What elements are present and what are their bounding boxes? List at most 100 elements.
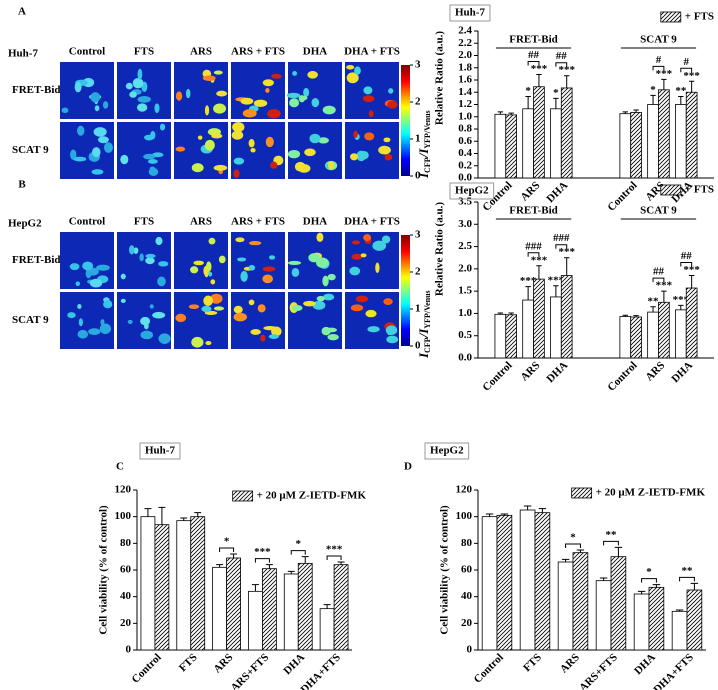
x-tick-label: FTS — [177, 651, 200, 674]
comparison-bracket — [603, 540, 619, 546]
cell — [240, 97, 254, 105]
y-tick-label: 80 — [120, 537, 132, 549]
column-label: ARS — [190, 216, 212, 228]
colorbar-tick-label: 0 — [415, 170, 421, 182]
column-label: ARS — [190, 46, 212, 58]
error-bar — [650, 94, 656, 105]
cell — [309, 133, 321, 144]
bar — [519, 509, 536, 651]
cell — [154, 103, 160, 114]
x-tick-label: FTS — [521, 651, 544, 674]
y-tick-label: 40 — [461, 590, 473, 602]
error-bar — [301, 556, 309, 564]
cell — [362, 95, 375, 103]
cell — [210, 293, 223, 304]
cell — [204, 139, 215, 151]
cell — [328, 161, 335, 170]
error-bar — [633, 315, 639, 317]
cell — [257, 304, 266, 313]
bar — [496, 514, 513, 651]
y-tick-label: 60 — [461, 564, 473, 576]
cell — [191, 336, 204, 348]
error-bar — [497, 312, 504, 315]
cell — [249, 241, 262, 246]
y-tick-label: 20 — [461, 617, 473, 629]
y-tick-label: 2.0 — [458, 49, 472, 61]
comparison-label: ** — [682, 565, 694, 577]
bar — [297, 562, 313, 651]
y-tick-label: 0 — [126, 644, 132, 656]
error-bar — [538, 508, 547, 513]
y-axis-label-part: /I — [416, 148, 431, 159]
comparison-label: * — [224, 536, 230, 548]
cell — [213, 164, 228, 171]
y-axis-label-part: /I — [416, 328, 431, 339]
cell — [388, 88, 394, 94]
cell — [292, 71, 298, 76]
error-bar — [661, 290, 667, 303]
cell — [190, 266, 199, 274]
row-label: FRET-Bid — [12, 84, 61, 96]
cell — [132, 77, 144, 89]
colorbar-tick-label: 1 — [415, 303, 421, 315]
y-tick-label: 0.8 — [458, 123, 472, 135]
column-label: ARS + FTS — [231, 216, 285, 228]
comparison-bracket — [565, 543, 581, 548]
cell — [350, 153, 359, 161]
error-bar — [633, 109, 639, 113]
cell — [368, 110, 374, 118]
comparison-label: # — [683, 56, 689, 68]
error-bar — [622, 111, 628, 114]
significance-mark: *** — [531, 63, 548, 75]
y-tick-label: 60 — [120, 564, 132, 576]
column-label: FTS — [134, 216, 154, 228]
error-bar — [553, 285, 559, 297]
comparison-bracket — [680, 262, 693, 267]
y-tick-label: 3.0 — [458, 218, 472, 230]
cell — [289, 98, 300, 108]
bar — [522, 108, 534, 179]
cell — [322, 105, 336, 115]
bar — [494, 113, 507, 179]
cell — [90, 92, 101, 103]
error-bar — [688, 80, 695, 93]
significance-mark: * — [650, 84, 656, 96]
cell — [292, 305, 303, 312]
legend-label: + FTS — [685, 184, 714, 196]
y-tick-label: 0 — [467, 644, 473, 656]
cell — [262, 79, 274, 87]
bar — [572, 552, 589, 651]
cell-line-label: HepG2 — [8, 218, 42, 230]
bar — [658, 301, 670, 359]
bar — [533, 278, 545, 359]
bar — [647, 104, 659, 179]
cell — [197, 135, 203, 140]
cell — [232, 122, 245, 133]
y-tick-label: 120 — [456, 484, 473, 496]
cell — [152, 311, 166, 319]
cell — [363, 234, 372, 242]
y-tick-label: 1.0 — [458, 110, 472, 122]
bar — [671, 610, 688, 651]
cell — [386, 335, 399, 344]
x-tick-label: DHA — [544, 179, 570, 205]
bar — [248, 590, 263, 651]
y-axis-label-part: I — [416, 352, 431, 359]
error-bar — [564, 257, 570, 276]
x-tick-label: DHA+FTS — [299, 651, 343, 690]
cell — [262, 266, 276, 272]
cell — [92, 147, 101, 158]
error-bar — [614, 546, 623, 557]
cell — [359, 150, 369, 160]
bar — [557, 561, 574, 651]
cell — [73, 156, 87, 162]
cell — [213, 306, 225, 311]
colorbar-tick-label: 3 — [415, 229, 421, 241]
comparison-bracket — [290, 550, 306, 555]
x-tick-label: ARS — [558, 651, 582, 675]
y-tick-label: 0.0 — [458, 172, 472, 184]
comparison-bracket — [555, 62, 568, 67]
cell — [375, 262, 380, 274]
comparison-bracket — [219, 547, 235, 552]
title-box — [139, 442, 181, 460]
